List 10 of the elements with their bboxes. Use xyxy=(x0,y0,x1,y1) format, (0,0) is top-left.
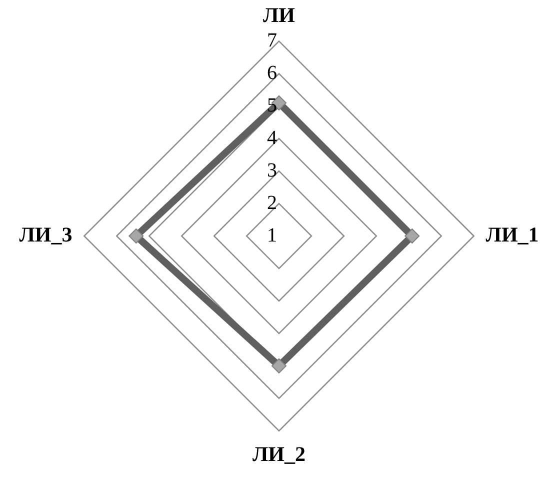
y-tick-label: 6 xyxy=(267,62,277,84)
y-tick-label: 7 xyxy=(267,29,277,52)
y-tick-label: 3 xyxy=(267,159,277,182)
y-tick-label: 2 xyxy=(267,192,277,214)
spoke-label: ЛИ xyxy=(263,3,295,28)
spoke-label: ЛИ_2 xyxy=(252,442,306,466)
spoke-label: ЛИ_1 xyxy=(486,222,539,246)
y-tick-label: 4 xyxy=(267,126,277,149)
y-tick-label: 1 xyxy=(267,224,277,246)
spoke-label: ЛИ_3 xyxy=(19,222,72,246)
